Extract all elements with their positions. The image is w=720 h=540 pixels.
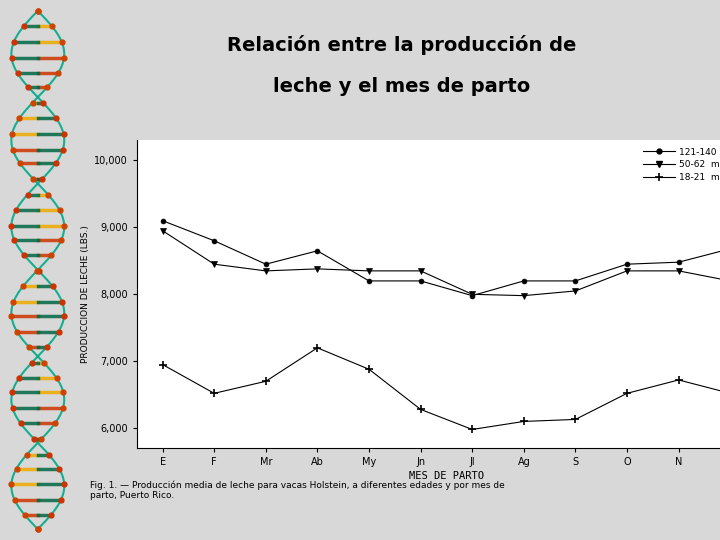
18-21  meses (313, 345, 322, 351)
50-62  meses (623, 268, 631, 274)
50-62  meses (261, 268, 270, 274)
121-140 meses (623, 261, 631, 267)
121-140 meses (519, 278, 528, 284)
121-140 meses (261, 261, 270, 267)
Text: leche y el mes de parto: leche y el mes de parto (273, 77, 530, 96)
Line: 121-140 meses: 121-140 meses (160, 218, 720, 298)
50-62  meses (158, 227, 167, 234)
18-21  meses (623, 390, 631, 396)
50-62  meses (313, 266, 322, 272)
50-62  meses (675, 268, 683, 274)
Line: 18-21  meses: 18-21 meses (158, 343, 720, 434)
18-21  meses (158, 361, 167, 368)
50-62  meses (468, 291, 477, 298)
121-140 meses (158, 218, 167, 224)
X-axis label: MES DE PARTO: MES DE PARTO (409, 471, 484, 481)
18-21  meses (210, 390, 219, 396)
Text: Fig. 1. — Producción media de leche para vacas Holstein, a diferentes edades y p: Fig. 1. — Producción media de leche para… (90, 481, 505, 501)
121-140 meses (210, 238, 219, 244)
Y-axis label: PRODUCCION DE LECHE (LBS.): PRODUCCION DE LECHE (LBS.) (81, 225, 90, 363)
121-140 meses (313, 247, 322, 254)
Text: Relación entre la producción de: Relación entre la producción de (227, 35, 576, 55)
121-140 meses (675, 259, 683, 266)
121-140 meses (571, 278, 580, 284)
18-21  meses (519, 418, 528, 424)
50-62  meses (365, 268, 374, 274)
Legend: 121-140 meses, 50-62  meses, 18-21  meses: 121-140 meses, 50-62 meses, 18-21 meses (640, 145, 720, 185)
18-21  meses (416, 406, 425, 413)
121-140 meses (468, 292, 477, 299)
Line: 50-62  meses: 50-62 meses (160, 228, 720, 299)
50-62  meses (519, 292, 528, 299)
50-62  meses (416, 268, 425, 274)
18-21  meses (261, 378, 270, 384)
121-140 meses (416, 278, 425, 284)
121-140 meses (365, 278, 374, 284)
18-21  meses (468, 426, 477, 433)
18-21  meses (675, 377, 683, 383)
18-21  meses (571, 416, 580, 423)
50-62  meses (571, 288, 580, 294)
50-62  meses (210, 261, 219, 267)
18-21  meses (365, 366, 374, 373)
